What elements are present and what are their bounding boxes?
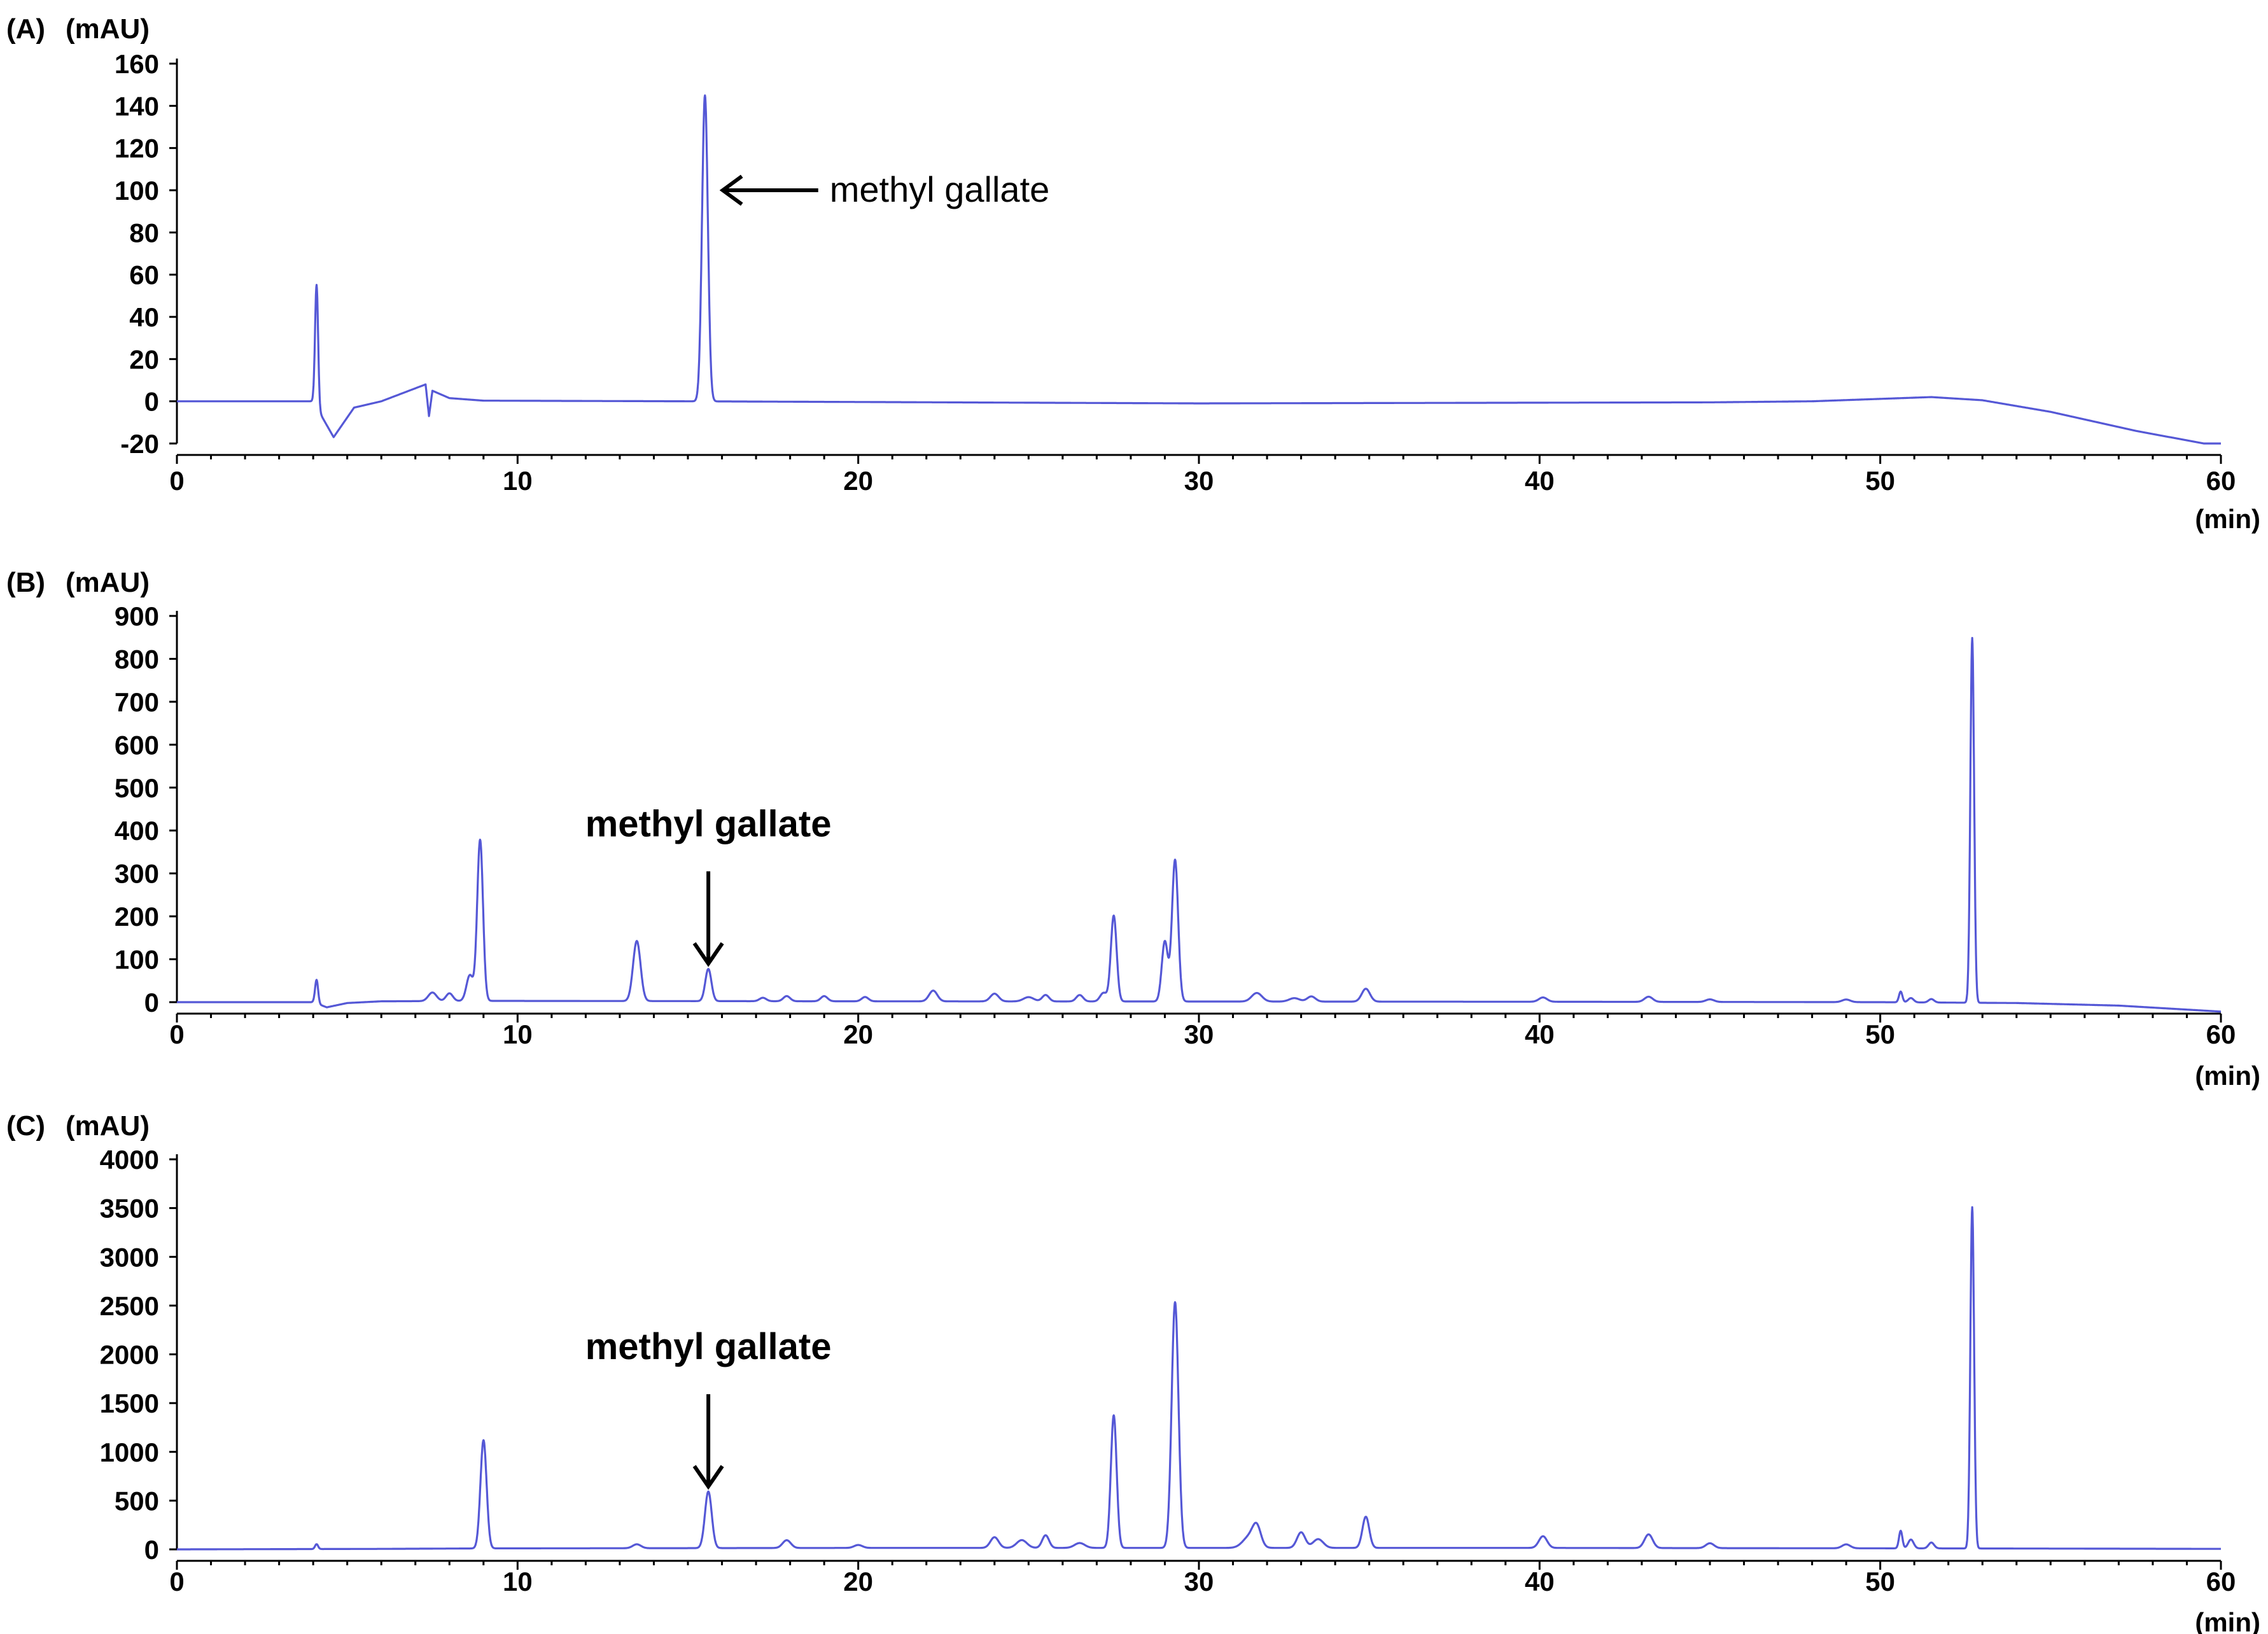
y-tick-label: 500 — [115, 773, 159, 803]
x-tick-label: 0 — [169, 1019, 184, 1049]
x-tick-label: 10 — [503, 1567, 533, 1596]
x-tick-label: 10 — [503, 466, 533, 496]
x-tick-label: 0 — [169, 466, 184, 496]
y-tick-label: 4000 — [100, 1145, 159, 1175]
x-tick-label: 60 — [2206, 1567, 2236, 1596]
y-tick-label: 200 — [115, 902, 159, 932]
x-tick-label: 20 — [843, 1567, 873, 1596]
x-axis-unit-label: (min) — [2195, 504, 2260, 534]
panel-b: (B) (mAU) 0 100 200 300 400 500 600 700 800 900 0 10 2… — [6, 567, 2260, 1091]
y-axis-unit-label: (mAU) — [66, 1110, 150, 1142]
panel-a: (A) (mAU) -20 0 20 40 60 80 100 120 140 160 0 10 20 30 4… — [6, 13, 2260, 534]
x-tick-label: 40 — [1525, 1567, 1555, 1596]
x-tick-label: 50 — [1865, 466, 1895, 496]
y-tick-label: 20 — [129, 344, 159, 374]
y-tick-label: -20 — [120, 429, 159, 459]
y-tick-label: 0 — [144, 1535, 159, 1565]
y-axis-unit-label: (mAU) — [66, 13, 150, 45]
x-tick-label: 30 — [1184, 466, 1214, 496]
y-tick-label: 300 — [115, 859, 159, 889]
y-tick-label: 1500 — [100, 1388, 159, 1418]
annotation-arrowhead — [692, 1465, 724, 1490]
annotation-arrowhead — [719, 174, 743, 206]
x-tick-label: 40 — [1525, 1019, 1555, 1049]
y-tick-label: 40 — [129, 302, 159, 332]
y-tick-label: 120 — [115, 134, 159, 164]
y-tick-label: 80 — [129, 218, 159, 248]
y-tick-label: 400 — [115, 816, 159, 846]
x-tick-label: 20 — [843, 466, 873, 496]
y-tick-label: 1000 — [100, 1437, 159, 1467]
x-tick-label: 60 — [2206, 466, 2236, 496]
chromatogram-trace — [176, 1206, 2222, 1551]
y-tick-label: 160 — [115, 49, 159, 79]
x-tick-label: 50 — [1865, 1567, 1895, 1596]
panel-label: (C) — [6, 1110, 45, 1142]
x-axis-unit-label: (min) — [2195, 1061, 2260, 1091]
panel-label: (A) — [6, 13, 45, 45]
x-axis-unit-label: (min) — [2195, 1607, 2260, 1634]
x-tick-label: 10 — [503, 1019, 533, 1049]
y-tick-label: 60 — [129, 260, 159, 290]
y-tick-label: 500 — [115, 1486, 159, 1516]
y-tick-label: 3000 — [100, 1242, 159, 1272]
panel-label: (B) — [6, 567, 45, 598]
x-tick-label: 40 — [1525, 466, 1555, 496]
x-tick-label: 20 — [843, 1019, 873, 1049]
annotation-label: methyl gallate — [830, 169, 1050, 209]
y-tick-label: 100 — [115, 176, 159, 206]
y-tick-label: 800 — [115, 644, 159, 674]
annotation-label: methyl gallate — [585, 1326, 832, 1367]
annotation-arrowhead — [692, 942, 724, 967]
y-tick-label: 2500 — [100, 1291, 159, 1321]
y-tick-label: 0 — [144, 988, 159, 1017]
chromatogram-trace — [176, 637, 2222, 1013]
y-tick-label: 3500 — [100, 1194, 159, 1224]
y-tick-label: 2000 — [100, 1340, 159, 1370]
y-tick-label: 0 — [144, 387, 159, 417]
x-tick-label: 50 — [1865, 1019, 1895, 1049]
y-tick-label: 100 — [115, 945, 159, 975]
y-tick-label: 900 — [115, 601, 159, 631]
y-tick-label: 700 — [115, 687, 159, 717]
x-tick-label: 30 — [1184, 1019, 1214, 1049]
y-tick-label: 140 — [115, 91, 159, 121]
x-tick-label: 60 — [2206, 1019, 2236, 1049]
annotation-label: methyl gallate — [585, 803, 832, 844]
x-tick-label: 0 — [169, 1567, 184, 1596]
y-tick-label: 600 — [115, 730, 159, 760]
x-tick-label: 30 — [1184, 1567, 1214, 1596]
panel-c: (C) (mAU)05001000150020002500300035004000… — [6, 1110, 2260, 1634]
y-axis-unit-label: (mAU) — [66, 567, 150, 598]
chromatogram-trace — [176, 94, 2222, 445]
